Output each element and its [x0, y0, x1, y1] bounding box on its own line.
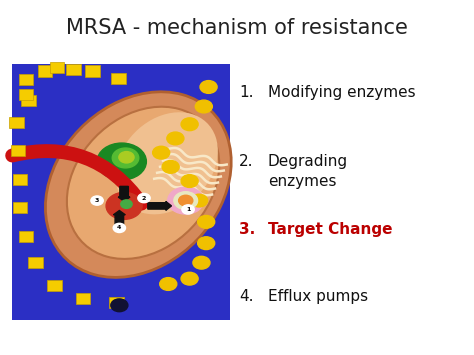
Circle shape [121, 200, 132, 208]
Circle shape [195, 100, 212, 113]
Text: 3: 3 [95, 198, 99, 203]
Circle shape [198, 215, 215, 228]
Text: 2.: 2. [239, 154, 254, 169]
Circle shape [174, 192, 198, 209]
Ellipse shape [116, 112, 218, 214]
FancyBboxPatch shape [12, 64, 230, 320]
Circle shape [181, 118, 198, 131]
FancyArrow shape [113, 211, 125, 225]
Circle shape [153, 146, 170, 159]
Circle shape [193, 256, 210, 269]
Circle shape [191, 194, 208, 207]
Circle shape [179, 195, 193, 206]
Circle shape [168, 187, 204, 214]
Circle shape [138, 193, 150, 203]
Circle shape [198, 237, 215, 250]
Text: MRSA - mechanism of resistance: MRSA - mechanism of resistance [66, 18, 408, 38]
FancyArrow shape [118, 186, 130, 201]
Ellipse shape [46, 92, 231, 277]
Text: 1: 1 [186, 207, 190, 212]
Circle shape [162, 160, 179, 173]
Circle shape [167, 132, 184, 145]
Text: 2: 2 [142, 196, 146, 201]
Circle shape [181, 175, 198, 187]
Circle shape [91, 196, 103, 205]
Circle shape [97, 143, 146, 180]
Circle shape [112, 148, 139, 168]
Text: Target Change: Target Change [268, 222, 392, 237]
Circle shape [111, 299, 128, 312]
Text: Modifying enzymes: Modifying enzymes [268, 85, 415, 100]
Text: Degrading
enzymes: Degrading enzymes [268, 154, 348, 189]
Ellipse shape [67, 107, 219, 259]
Text: Efflux pumps: Efflux pumps [268, 289, 368, 304]
FancyArrow shape [148, 202, 172, 210]
Text: 4: 4 [117, 225, 121, 230]
Circle shape [200, 81, 217, 93]
Text: 3.: 3. [239, 222, 255, 237]
Circle shape [160, 278, 177, 290]
Circle shape [119, 152, 134, 163]
Text: 1.: 1. [239, 85, 254, 100]
Circle shape [106, 192, 142, 219]
Circle shape [182, 205, 194, 214]
Circle shape [113, 223, 126, 233]
FancyArrowPatch shape [12, 151, 141, 204]
Text: 4.: 4. [239, 289, 254, 304]
Circle shape [181, 272, 198, 285]
